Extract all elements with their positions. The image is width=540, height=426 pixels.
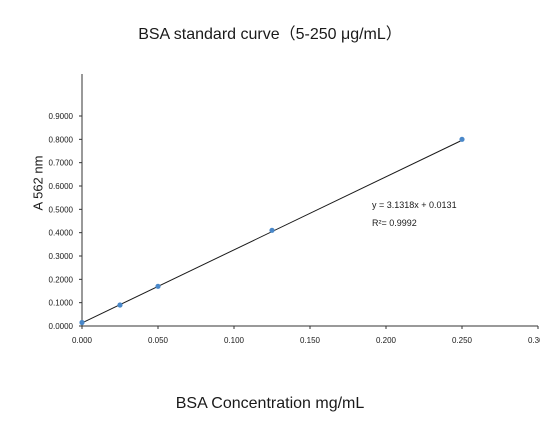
- x-tick-label: 0.150: [300, 336, 321, 345]
- y-tick-label: 0.1000: [49, 299, 74, 308]
- x-tick-label: 0.100: [224, 336, 245, 345]
- data-point: [117, 302, 123, 308]
- r-squared-label: R²= 0.9992: [372, 218, 417, 228]
- x-ticks: 0.000 0.050 0.100 0.150 0.200 0.250 0.300: [72, 326, 540, 345]
- y-tick-label: 0.9000: [49, 112, 74, 121]
- y-tick-label: 0.5000: [49, 205, 74, 214]
- annotations: y = 3.1318x + 0.0131 R²= 0.9992: [372, 200, 457, 228]
- chart-title: BSA standard curve（5-250 μg/mL）: [138, 26, 402, 43]
- y-ticks: 0.0000 0.1000 0.2000 0.3000 0.4000 0.5000 0.60…: [49, 112, 82, 331]
- y-tick-label: 0.0000: [49, 322, 74, 331]
- y-tick-label: 0.6000: [49, 182, 74, 191]
- data-point: [269, 227, 275, 233]
- x-tick-label: 0.200: [376, 336, 397, 345]
- x-axis-label: BSA Concentration mg/mL: [175, 395, 365, 412]
- y-tick-label: 0.7000: [49, 159, 74, 168]
- y-tick-label: 0.4000: [49, 229, 74, 238]
- regression-equation: y = 3.1318x + 0.0131: [372, 200, 457, 210]
- data-point: [79, 319, 85, 326]
- y-tick-label: 0.2000: [49, 275, 74, 284]
- x-tick-label: 0.050: [148, 336, 169, 345]
- x-tick-label: 0.300: [528, 336, 540, 345]
- data-point: [155, 283, 161, 289]
- axes: [81, 74, 538, 327]
- x-tick-label: 0.000: [72, 336, 93, 345]
- data-points: [79, 136, 465, 326]
- y-tick-label: 0.3000: [49, 252, 74, 261]
- x-tick-label: 0.250: [452, 336, 473, 345]
- y-tick-label: 0.8000: [49, 135, 74, 144]
- data-point: [459, 136, 465, 142]
